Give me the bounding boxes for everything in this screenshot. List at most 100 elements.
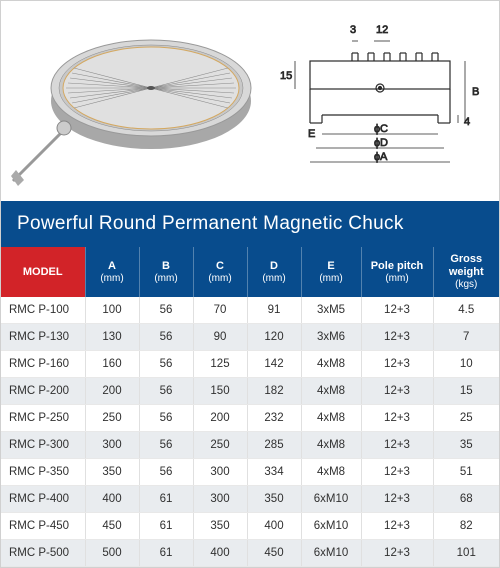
th-a: A(mm)	[85, 247, 139, 297]
cell-pp: 12+3	[361, 297, 433, 324]
cell-c: 125	[193, 351, 247, 378]
cell-b: 61	[139, 540, 193, 567]
cell-pp: 12+3	[361, 540, 433, 567]
cell-gw: 101	[433, 540, 499, 567]
cell-gw: 51	[433, 459, 499, 486]
cell-e: 4xM8	[301, 405, 361, 432]
table-row: RMC P-300300562502854xM812+335	[1, 432, 499, 459]
cell-e: 4xM8	[301, 459, 361, 486]
cell-d: 285	[247, 432, 301, 459]
cell-model: RMC P-200	[1, 378, 85, 405]
title-bar: Powerful Round Permanent Magnetic Chuck	[1, 201, 499, 247]
cell-pp: 12+3	[361, 486, 433, 513]
cell-gw: 15	[433, 378, 499, 405]
cell-gw: 25	[433, 405, 499, 432]
cell-gw: 82	[433, 513, 499, 540]
table-row: RMC P-160160561251424xM812+310	[1, 351, 499, 378]
cell-d: 142	[247, 351, 301, 378]
technical-diagram: 3 12 B 4 E 15 ɸC ɸD ɸA	[271, 1, 499, 201]
cell-e: 6xM10	[301, 540, 361, 567]
cell-model: RMC P-160	[1, 351, 85, 378]
cell-e: 3xM6	[301, 324, 361, 351]
dim-e: E	[308, 128, 315, 140]
cell-pp: 12+3	[361, 405, 433, 432]
cell-c: 70	[193, 297, 247, 324]
cell-model: RMC P-350	[1, 459, 85, 486]
cell-model: RMC P-500	[1, 540, 85, 567]
cell-gw: 10	[433, 351, 499, 378]
cell-e: 4xM8	[301, 351, 361, 378]
cell-gw: 35	[433, 432, 499, 459]
th-e: E(mm)	[301, 247, 361, 297]
cell-model: RMC P-100	[1, 297, 85, 324]
table-row: RMC P-250250562002324xM812+325	[1, 405, 499, 432]
cell-a: 350	[85, 459, 139, 486]
dim-4: 4	[464, 116, 470, 128]
cell-b: 56	[139, 405, 193, 432]
table-row: RMC P-400400613003506xM1012+368	[1, 486, 499, 513]
cell-e: 6xM10	[301, 513, 361, 540]
dim-15: 15	[280, 70, 292, 82]
cell-a: 100	[85, 297, 139, 324]
th-pp: Pole pitch(mm)	[361, 247, 433, 297]
cell-b: 56	[139, 459, 193, 486]
cell-c: 350	[193, 513, 247, 540]
cell-a: 300	[85, 432, 139, 459]
cell-model: RMC P-250	[1, 405, 85, 432]
dim-b: B	[472, 86, 479, 98]
cell-e: 4xM8	[301, 432, 361, 459]
cell-e: 6xM10	[301, 486, 361, 513]
cell-c: 150	[193, 378, 247, 405]
cell-c: 400	[193, 540, 247, 567]
cell-d: 182	[247, 378, 301, 405]
cell-pp: 12+3	[361, 513, 433, 540]
product-photo	[1, 1, 271, 201]
spec-table: MODEL A(mm) B(mm) C(mm) D(mm) E(mm) Pole…	[1, 247, 499, 567]
cell-e: 3xM5	[301, 297, 361, 324]
cell-b: 61	[139, 513, 193, 540]
dim-c: ɸC	[374, 123, 388, 135]
cell-c: 250	[193, 432, 247, 459]
cell-c: 300	[193, 459, 247, 486]
dim-3: 3	[350, 24, 356, 36]
cell-d: 350	[247, 486, 301, 513]
cell-b: 61	[139, 486, 193, 513]
cell-model: RMC P-130	[1, 324, 85, 351]
cell-b: 56	[139, 378, 193, 405]
table-body: RMC P-1001005670913xM512+34.5RMC P-13013…	[1, 297, 499, 567]
cell-model: RMC P-400	[1, 486, 85, 513]
cell-d: 334	[247, 459, 301, 486]
cell-c: 300	[193, 486, 247, 513]
cell-b: 56	[139, 324, 193, 351]
cell-a: 130	[85, 324, 139, 351]
th-c: C(mm)	[193, 247, 247, 297]
table-row: RMC P-450450613504006xM1012+382	[1, 513, 499, 540]
cell-b: 56	[139, 297, 193, 324]
table-row: RMC P-1001005670913xM512+34.5	[1, 297, 499, 324]
cell-gw: 68	[433, 486, 499, 513]
table-row: RMC P-350350563003344xM812+351	[1, 459, 499, 486]
cell-a: 160	[85, 351, 139, 378]
dim-12: 12	[376, 24, 388, 36]
cell-a: 450	[85, 513, 139, 540]
cell-pp: 12+3	[361, 459, 433, 486]
cell-pp: 12+3	[361, 351, 433, 378]
cell-pp: 12+3	[361, 378, 433, 405]
header-row: MODEL A(mm) B(mm) C(mm) D(mm) E(mm) Pole…	[1, 247, 499, 297]
cell-pp: 12+3	[361, 432, 433, 459]
cell-b: 56	[139, 432, 193, 459]
cell-model: RMC P-300	[1, 432, 85, 459]
table-row: RMC P-13013056901203xM612+37	[1, 324, 499, 351]
th-b: B(mm)	[139, 247, 193, 297]
cell-a: 500	[85, 540, 139, 567]
title-text: Powerful Round Permanent Magnetic Chuck	[17, 213, 404, 234]
dim-a: ɸA	[374, 151, 388, 163]
th-gw: Gross weight(kgs)	[433, 247, 499, 297]
th-d: D(mm)	[247, 247, 301, 297]
cell-pp: 12+3	[361, 324, 433, 351]
dim-d: ɸD	[374, 137, 388, 149]
table-row: RMC P-200200561501824xM812+315	[1, 378, 499, 405]
cell-d: 400	[247, 513, 301, 540]
cell-b: 56	[139, 351, 193, 378]
cell-a: 400	[85, 486, 139, 513]
